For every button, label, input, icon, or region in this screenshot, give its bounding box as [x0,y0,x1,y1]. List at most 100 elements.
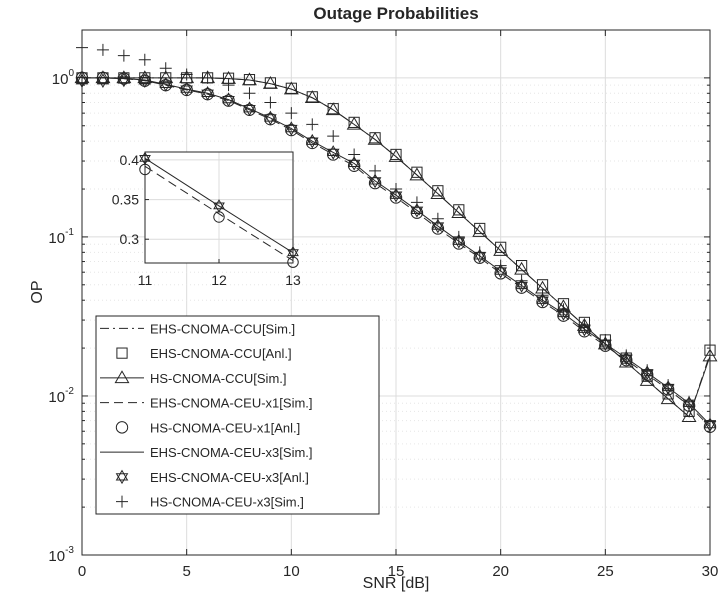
data-point-up [557,306,570,318]
data-point [137,70,153,84]
data-point [95,70,111,84]
legend-label: EHS-CNOMA-CCU[Anl.] [150,346,292,361]
x-tick-label: 0 [78,563,86,580]
series-line [82,77,711,428]
data-point [452,230,465,243]
legend-label: HS-CNOMA-CEU-x1[Anl.] [150,420,300,435]
data-point-down [368,177,382,189]
legend-marker-swatch [115,469,129,485]
data-point-up [264,110,277,122]
y-tick-exponent: -2 [65,386,74,397]
data-point [305,133,319,149]
y-axis-label: OP [29,280,46,303]
legend-marker-swatch-down [115,473,129,485]
chart-title: Outage Probabilities [313,4,478,23]
series-7 [76,41,716,427]
data-point-up [180,81,193,93]
data-point [117,49,130,62]
data-point-up [389,187,403,199]
legend-item-4: HS-CNOMA-CEU-x1[Anl.] [115,420,300,435]
data-point-up [138,73,152,85]
data-point-down [264,114,277,126]
data-point-up [222,92,235,104]
data-point [201,71,214,84]
data-point-up [515,278,528,290]
legend-item-2: HS-CNOMA-CCU[Sim.] [100,370,287,386]
data-point [411,166,423,178]
data-point [536,289,549,302]
data-point [409,167,425,181]
data-point [557,303,570,316]
legend-label: HS-CNOMA-CEU-x3[Sim.] [150,495,304,510]
inset-hexagram-point-down [213,202,225,213]
inset-x-tick-label: 11 [138,272,153,288]
x-tick-label: 10 [283,563,300,580]
data-point [306,118,319,131]
inset-x-tick-label: 13 [285,272,301,288]
data-point [158,70,174,84]
data-point [138,53,151,66]
legend: EHS-CNOMA-CCU[Sim.] EHS-CNOMA-CCU[Anl.] HS… [95,315,380,515]
data-point [410,196,423,209]
data-point-up [305,133,319,145]
y-tick-base: 10 [48,230,65,247]
data-point [431,212,444,225]
data-point [325,102,341,116]
data-point-up [494,263,507,275]
x-tick-label: 30 [702,563,719,580]
data-point [222,79,235,92]
legend-label: EHS-CNOMA-CCU[Sim.] [150,321,295,336]
series-6 [75,72,717,432]
data-point-up [578,321,591,333]
legend-marker-swatch [116,347,128,359]
data-point [472,224,488,237]
x-tick-label: 15 [388,563,405,580]
data-point [388,148,404,162]
inset-y-tick-label: 0.4 [120,152,140,168]
series-3 [82,77,711,428]
legend-marker-swatch [115,421,129,434]
data-point [262,76,278,89]
legend-label: HS-CNOMA-CCU[Sim.] [150,371,287,386]
data-point-up [599,336,612,348]
data-point [96,73,110,89]
data-point-up [431,218,445,230]
data-point [138,73,152,88]
data-point [683,395,696,408]
data-point [369,164,382,177]
y-tick-exponent: -3 [65,545,74,556]
data-point [96,43,109,56]
data-point [159,77,173,92]
data-point [304,90,320,104]
data-point-down [201,89,214,101]
data-point [241,72,257,86]
data-point [201,85,214,101]
inset-solid-line [144,157,294,254]
data-point [243,87,256,100]
data-point [681,409,697,423]
series-layer [74,41,718,433]
data-point-down [159,80,173,92]
data-point [474,222,486,235]
y-tick-label: 10-1 [48,227,74,247]
y-tick-base: 10 [48,389,65,406]
data-point [264,110,277,126]
y-tick-exponent: 0 [68,68,74,79]
data-point [326,145,340,160]
data-point-down [326,148,340,160]
data-point [222,92,235,107]
data-point-down [96,77,110,89]
data-point [264,96,277,109]
legend-item-1: EHS-CNOMA-CCU[Anl.] [116,346,292,361]
data-point [515,274,528,287]
data-point [620,349,633,362]
legend-item-5: EHS-CNOMA-CEU-x3[Sim.] [100,445,313,460]
data-point [451,205,467,218]
data-point [660,391,676,405]
data-point [662,379,675,392]
x-tick-label: 20 [492,563,509,580]
data-point [516,260,528,272]
data-point [494,259,507,272]
